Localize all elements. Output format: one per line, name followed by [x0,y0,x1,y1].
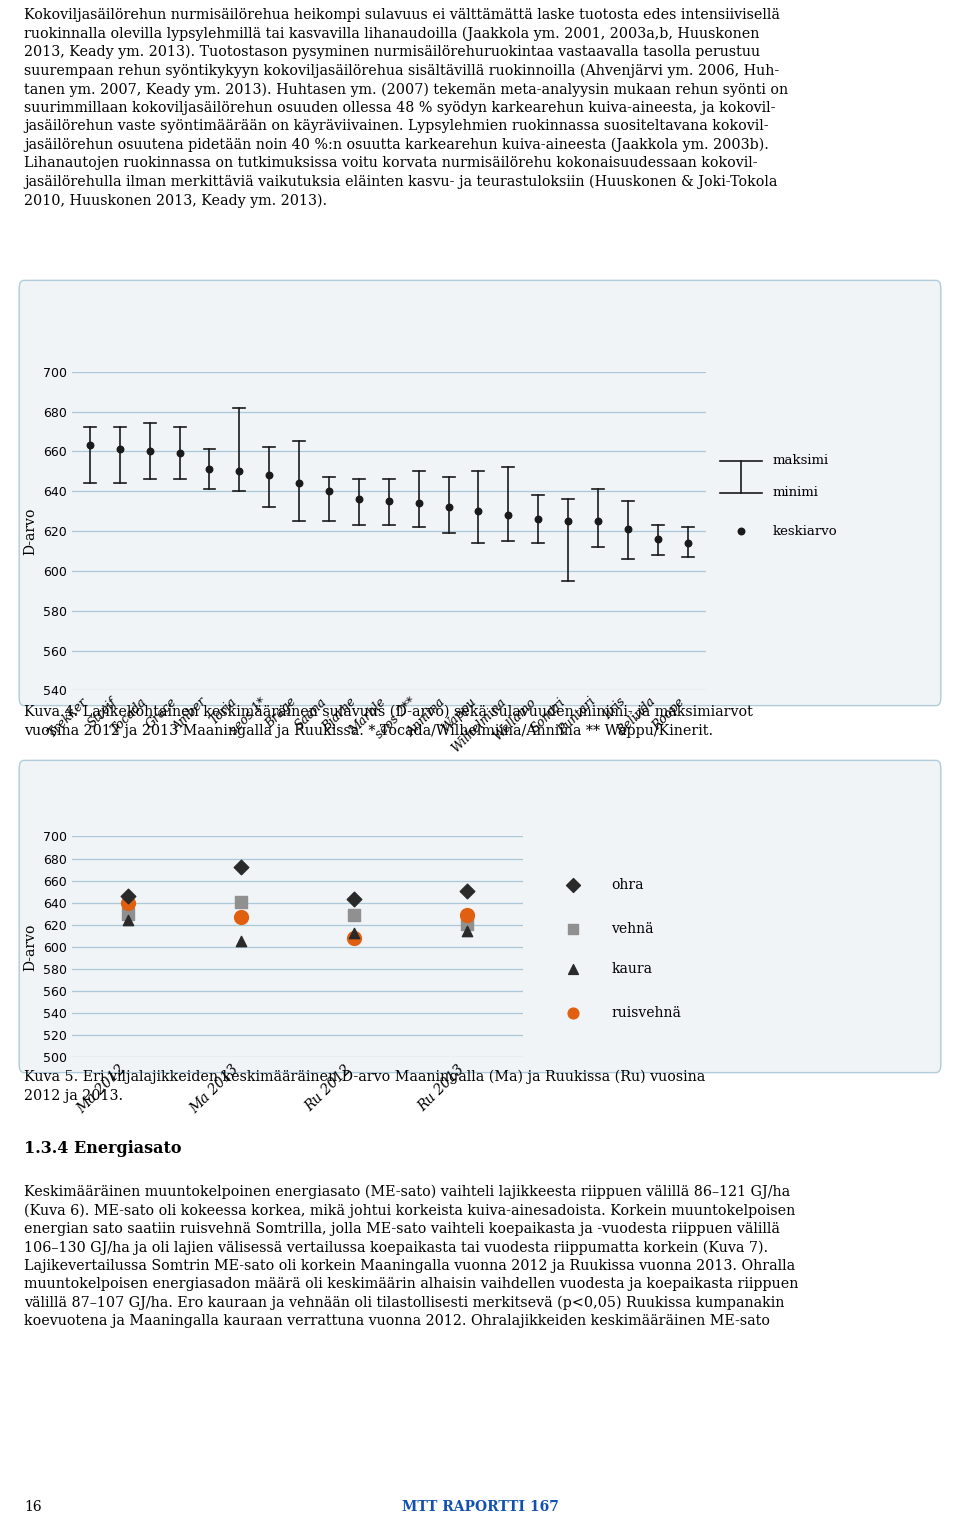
Point [459,878,474,903]
Point [292,472,307,496]
Text: Kuva 4. Lajikekohtainen keskimääräinen sulavuus (D-arvo) sekä sulavuuden minimi-: Kuva 4. Lajikekohtainen keskimääräinen s… [24,705,753,738]
Point [233,930,249,954]
Point [470,499,486,524]
Point [561,508,576,533]
Point [347,925,362,950]
Point [459,903,474,927]
Point [620,517,636,542]
Point [411,492,426,516]
Point [121,909,136,933]
Point [650,527,665,551]
Point [441,495,456,519]
Point [680,531,695,556]
Point [83,434,98,458]
Point [842,131,857,155]
Point [121,884,136,909]
Text: keskiarvo: keskiarvo [772,525,837,537]
Point [347,887,362,912]
Point [231,460,247,484]
Text: Kokoviljasäilörehun nurmisäilörehua heikompi sulavuus ei välttämättä laske tuoto: Kokoviljasäilörehun nurmisäilörehua heik… [24,8,788,207]
Text: MTT RAPORTTI 167: MTT RAPORTTI 167 [401,1501,559,1514]
Text: ruisvehnä: ruisvehnä [612,1006,681,1020]
Point [347,921,362,945]
Point [112,437,128,461]
Text: 1.3.4 Energiasato: 1.3.4 Energiasato [24,1140,181,1157]
Text: Keskimääräinen muuntokelpoinen energiasato (ME-sato) vaihteli lajikkeesta riippu: Keskimääräinen muuntokelpoinen energiasa… [24,1186,799,1329]
Point [202,457,217,481]
Point [459,912,474,936]
Point [459,919,474,944]
Point [121,901,136,925]
Point [172,441,187,466]
Point [347,903,362,927]
Point [322,479,337,504]
Text: 16: 16 [24,1501,41,1514]
Point [233,906,249,930]
Text: ohra: ohra [612,878,643,892]
Point [261,463,276,487]
Y-axis label: D-arvo: D-arvo [24,924,37,971]
Point [142,440,157,464]
Point [842,533,857,557]
Point [501,502,516,527]
Point [233,855,249,880]
Y-axis label: D-arvo: D-arvo [24,507,37,554]
Point [381,489,396,513]
Text: maksimi: maksimi [772,455,828,467]
Point [590,508,606,533]
Text: Kuva 5. Eri viljalajikkeiden keskimääräinen D-arvo Maaningalla (Ma) ja Ruukissa : Kuva 5. Eri viljalajikkeiden keskimääräi… [24,1070,706,1102]
Point [233,889,249,913]
Point [531,507,546,531]
Text: vehnä: vehnä [612,922,654,936]
Point [351,487,367,511]
Text: minimi: minimi [772,487,818,499]
Point [121,890,136,915]
Text: kaura: kaura [612,962,652,976]
